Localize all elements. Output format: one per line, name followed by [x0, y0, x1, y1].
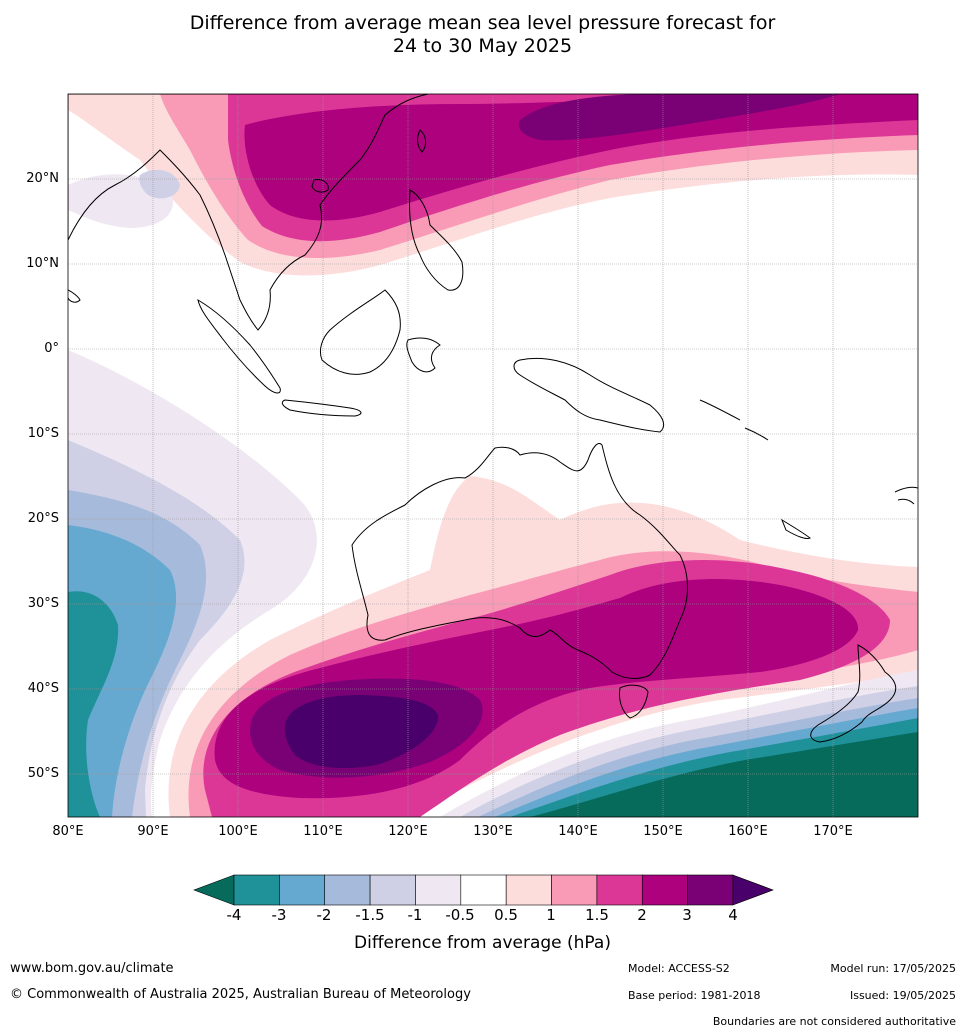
colorbar-tick: 1	[546, 906, 556, 924]
colorbar-segment	[415, 874, 462, 906]
coastline-solomons	[699, 399, 769, 441]
chart-title-line1: Difference from average mean sea level p…	[189, 12, 776, 34]
coastline-sumatra	[197, 299, 281, 394]
colorbar-tick: 3	[682, 906, 692, 924]
colorbar-tick: 4	[728, 906, 738, 924]
lat-label-30s: 30°S	[27, 596, 59, 611]
lon-label-160e: 160°E	[728, 824, 768, 839]
contour-north-2	[244, 94, 918, 221]
coastline-hainan	[311, 179, 329, 193]
colorbar-segment	[641, 874, 688, 906]
colorbar-tick: -4	[226, 906, 242, 924]
footer-model-run: Model run: 17/05/2025	[830, 962, 956, 975]
coastlines	[68, 94, 918, 743]
colorbar-tick: 0.5	[494, 906, 518, 924]
colorbar-segment	[687, 874, 734, 906]
colorbar-segment	[505, 874, 552, 906]
footer-base-period: Base period: 1981-2018	[628, 989, 761, 1002]
colorbar-tick: -1	[407, 906, 423, 924]
coastline-new-caledonia	[780, 518, 811, 539]
coastline-taiwan	[417, 129, 427, 153]
map-frame	[67, 93, 919, 818]
lon-label-140e: 140°E	[558, 824, 598, 839]
lat-label-0: 0°	[44, 341, 59, 356]
colorbar-segment	[596, 874, 643, 906]
colorbar	[193, 874, 774, 906]
colorbar-tick: -1.5	[355, 906, 385, 924]
lat-label-20s: 20°S	[27, 511, 59, 526]
colorbar-segment	[279, 874, 326, 906]
coastline-borneo	[319, 289, 401, 375]
lon-label-100e: 100°E	[218, 824, 258, 839]
contour-west-neg3	[68, 591, 119, 817]
lat-label-10n: 10°N	[26, 256, 59, 271]
contour-se-neg4	[530, 732, 918, 817]
footer-model: Model: ACCESS-S2	[628, 962, 730, 975]
chart-title-line2: 24 to 30 May 2025	[392, 35, 573, 57]
footer-issued: Issued: 19/05/2025	[849, 989, 956, 1002]
lat-label-50s: 50°S	[27, 766, 59, 781]
lon-label-150e: 150°E	[643, 824, 683, 839]
contour-north-3	[518, 94, 840, 141]
colorbar-segment	[460, 874, 507, 906]
lon-label-120e: 120°E	[388, 824, 428, 839]
coastline-sulawesi	[406, 337, 441, 373]
coastline-fiji	[894, 486, 918, 505]
footer-url: www.bom.gov.au/climate	[10, 961, 174, 976]
contour-south-4	[284, 695, 439, 769]
colorbar-tick: -2	[316, 906, 332, 924]
lat-label-10s: 10°S	[27, 426, 59, 441]
colorbar-label: Difference from average (hPa)	[354, 933, 611, 953]
coastline-java	[281, 399, 362, 417]
colorbar-segment	[551, 874, 598, 906]
coastline-tasmania	[619, 684, 649, 719]
colorbar-segment	[233, 874, 280, 906]
lon-label-80e: 80°E	[52, 824, 84, 839]
lat-label-20n: 20°N	[26, 171, 59, 186]
colorbar-segment	[369, 874, 416, 906]
contour-nw-neg1.5	[139, 169, 180, 199]
lon-label-90e: 90°E	[137, 824, 169, 839]
lon-label-130e: 130°E	[473, 824, 513, 839]
colorbar-arrow-high	[732, 874, 774, 906]
colorbar-tick: -0.5	[445, 906, 475, 924]
colorbar-tick: 1.5	[585, 906, 609, 924]
colorbar-tick: -3	[271, 906, 287, 924]
coastline-new-zealand	[810, 644, 897, 743]
colorbar-segment	[324, 874, 371, 906]
gridlines	[68, 94, 918, 817]
coastline-asia-mainland	[68, 94, 429, 331]
lon-label-170e: 170°E	[813, 824, 853, 839]
coastline-india-sri-lanka	[68, 289, 81, 303]
coastline-philippines	[409, 189, 464, 291]
footer-boundaries-note: Boundaries are not considered authoritat…	[712, 1015, 956, 1028]
footer-copyright: © Commonwealth of Australia 2025, Austra…	[10, 987, 471, 1002]
colorbar-tick: 2	[637, 906, 647, 924]
coastline-australia	[351, 443, 688, 679]
lon-label-110e: 110°E	[303, 824, 343, 839]
coastline-new-guinea	[513, 357, 665, 433]
lat-label-40s: 40°S	[27, 681, 59, 696]
colorbar-arrow-low	[193, 874, 235, 906]
